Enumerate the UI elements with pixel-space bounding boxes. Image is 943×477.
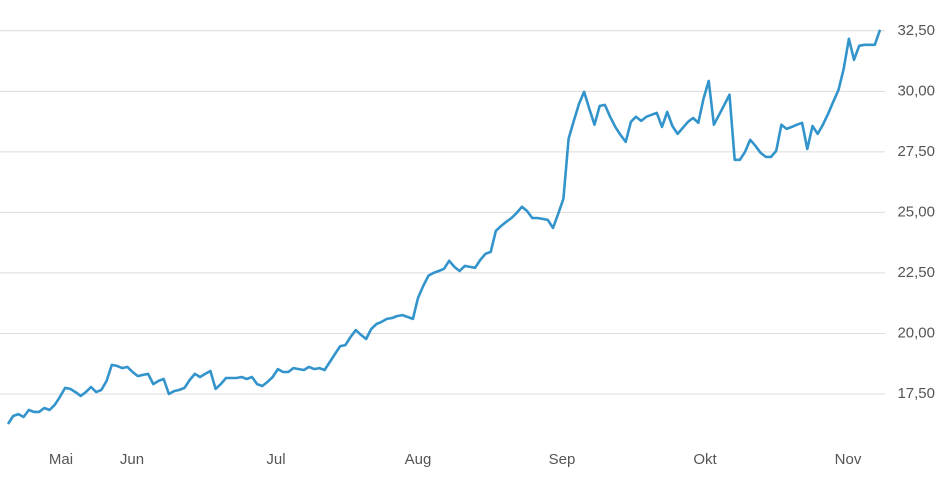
y-tick-label: 25,00 bbox=[897, 203, 935, 220]
y-tick-label: 22,50 bbox=[897, 264, 935, 281]
y-tick-label: 32,50 bbox=[897, 22, 935, 39]
y-tick-label: 27,50 bbox=[897, 143, 935, 160]
x-tick-label: Aug bbox=[405, 451, 432, 468]
x-tick-label: Jul bbox=[266, 451, 285, 468]
y-tick-label: 20,00 bbox=[897, 324, 935, 341]
y-tick-label: 30,00 bbox=[897, 82, 935, 99]
x-tick-label: Nov bbox=[835, 451, 862, 468]
price-line bbox=[6, 29, 882, 425]
x-tick-label: Mai bbox=[49, 451, 73, 468]
x-tick-label: Sep bbox=[549, 451, 576, 468]
y-tick-label: 17,50 bbox=[897, 385, 935, 402]
x-tick-label: Jun bbox=[120, 451, 144, 468]
x-tick-label: Okt bbox=[693, 451, 717, 468]
